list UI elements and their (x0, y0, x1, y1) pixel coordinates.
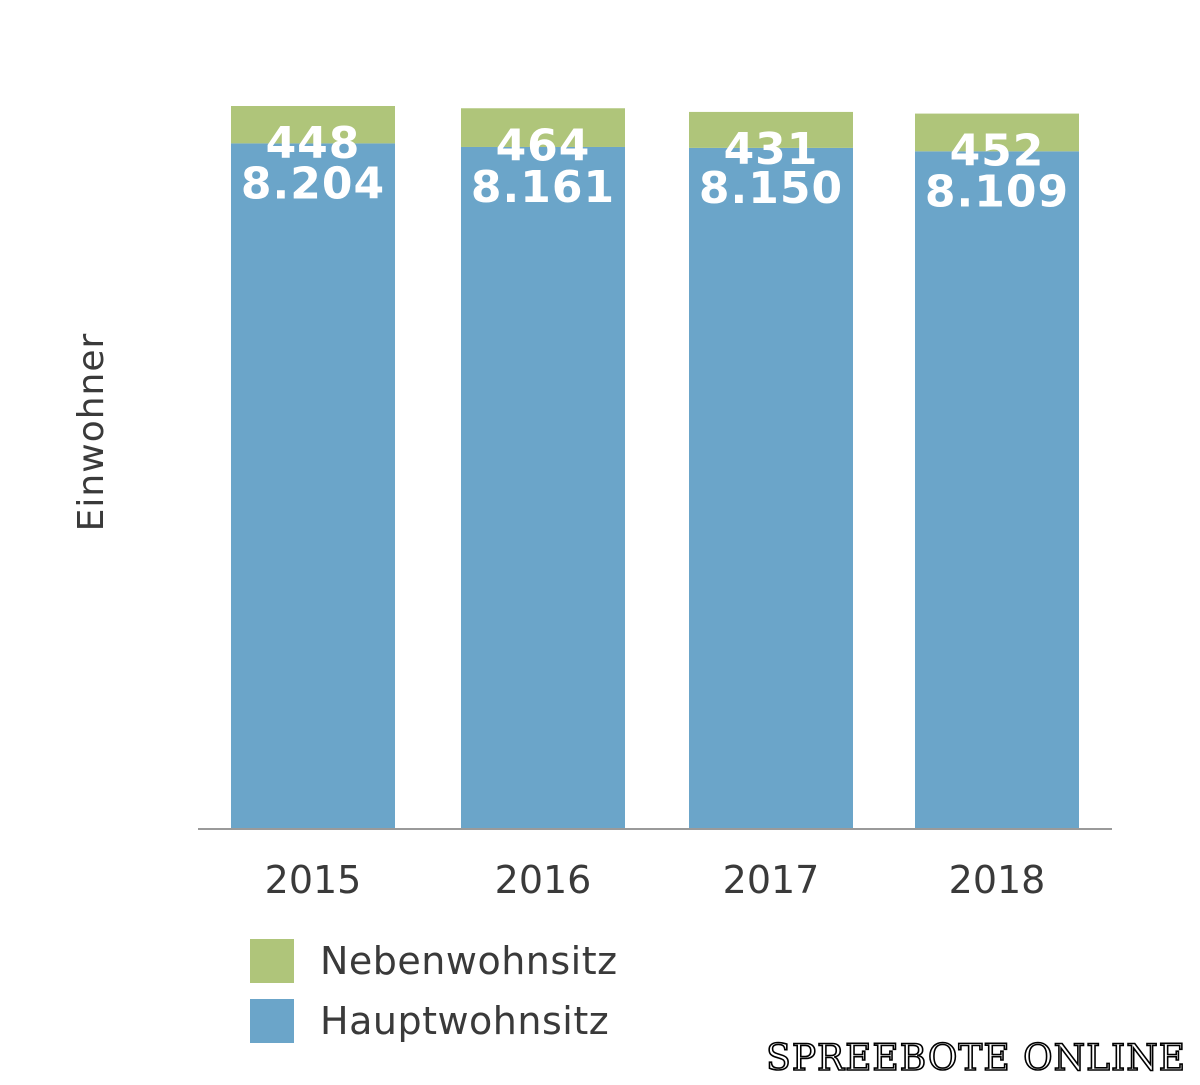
watermark: SPREEBOTE ONLINE (765, 1037, 1186, 1080)
legend: Nebenwohnsitz Hauptwohnsitz (250, 938, 618, 1058)
value-label-hauptwohnsitz-2015: 8.204 (241, 158, 385, 209)
bar-nebenwohnsitz-2018 (915, 113, 1079, 152)
x-tick-label-2018: 2018 (949, 858, 1046, 902)
bar-nebenwohnsitz-2017 (689, 111, 853, 148)
legend-swatch-nebenwohnsitz (250, 939, 294, 983)
bar-hauptwohnsitz-2015 (231, 143, 395, 828)
bar-hauptwohnsitz-2016 (461, 146, 625, 829)
legend-swatch-hauptwohnsitz (250, 999, 294, 1043)
legend-item-nebenwohnsitz: Nebenwohnsitz (250, 938, 618, 984)
x-tick-label-2017: 2017 (723, 858, 820, 902)
legend-label-nebenwohnsitz: Nebenwohnsitz (320, 939, 618, 983)
legend-item-hauptwohnsitz: Hauptwohnsitz (250, 998, 618, 1044)
bar-hauptwohnsitz-2017 (689, 147, 853, 828)
value-label-nebenwohnsitz-2018: 452 (950, 126, 1045, 177)
value-label-nebenwohnsitz-2016: 464 (496, 120, 591, 171)
y-axis-label: Einwohner (71, 333, 112, 532)
value-label-hauptwohnsitz-2018: 8.109 (925, 166, 1069, 217)
x-tick-label-2015: 2015 (265, 858, 362, 902)
value-label-hauptwohnsitz-2017: 8.150 (699, 163, 843, 214)
bar-nebenwohnsitz-2015 (231, 106, 395, 144)
bar-hauptwohnsitz-2018 (915, 151, 1079, 829)
value-label-hauptwohnsitz-2016: 8.161 (471, 162, 615, 213)
legend-label-hauptwohnsitz: Hauptwohnsitz (320, 999, 610, 1043)
x-tick-label-2016: 2016 (495, 858, 592, 902)
value-label-nebenwohnsitz-2017: 431 (724, 124, 819, 175)
value-label-nebenwohnsitz-2015: 448 (266, 118, 361, 169)
bars-layer (231, 106, 1079, 829)
bar-nebenwohnsitz-2016 (461, 108, 625, 147)
x-tick-labels-layer: 2015 2016 2017 2018 (265, 858, 1046, 902)
